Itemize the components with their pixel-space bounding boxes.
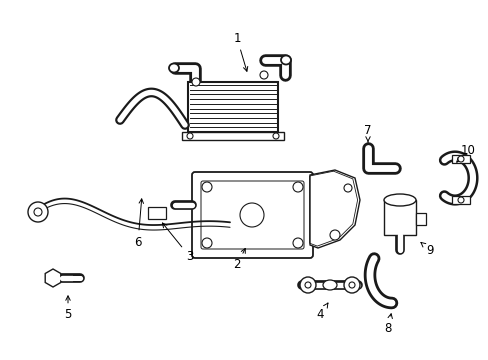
- Ellipse shape: [169, 63, 179, 72]
- Circle shape: [329, 230, 339, 240]
- Text: 3: 3: [162, 223, 193, 264]
- Bar: [187, 82, 278, 132]
- Bar: [451, 155, 469, 163]
- Circle shape: [305, 282, 310, 288]
- Bar: [383, 200, 415, 235]
- Circle shape: [192, 78, 200, 86]
- Text: 10: 10: [456, 144, 474, 162]
- Circle shape: [260, 71, 267, 79]
- Text: 9: 9: [420, 242, 433, 256]
- Ellipse shape: [281, 55, 290, 64]
- Ellipse shape: [383, 194, 415, 206]
- Bar: [451, 196, 469, 204]
- Circle shape: [457, 156, 463, 162]
- Polygon shape: [45, 269, 61, 287]
- Circle shape: [292, 238, 303, 248]
- Circle shape: [457, 197, 463, 203]
- Bar: [182, 132, 284, 140]
- Circle shape: [28, 202, 48, 222]
- Circle shape: [202, 182, 212, 192]
- Circle shape: [202, 238, 212, 248]
- Ellipse shape: [323, 280, 336, 290]
- Text: 4: 4: [316, 303, 327, 321]
- Circle shape: [240, 203, 264, 227]
- Circle shape: [348, 282, 354, 288]
- Bar: [415, 213, 425, 225]
- Circle shape: [343, 184, 351, 192]
- Bar: [148, 207, 165, 219]
- Circle shape: [34, 208, 42, 216]
- Text: 2: 2: [233, 248, 245, 271]
- FancyBboxPatch shape: [201, 181, 304, 249]
- Circle shape: [299, 277, 315, 293]
- Text: 8: 8: [384, 314, 391, 334]
- Circle shape: [292, 182, 303, 192]
- Circle shape: [272, 133, 279, 139]
- Text: 5: 5: [64, 296, 72, 321]
- FancyBboxPatch shape: [192, 172, 312, 258]
- Circle shape: [186, 133, 193, 139]
- Polygon shape: [309, 170, 359, 248]
- Text: 1: 1: [233, 31, 247, 71]
- Text: 7: 7: [364, 123, 371, 142]
- Text: 6: 6: [134, 199, 143, 248]
- Circle shape: [343, 277, 359, 293]
